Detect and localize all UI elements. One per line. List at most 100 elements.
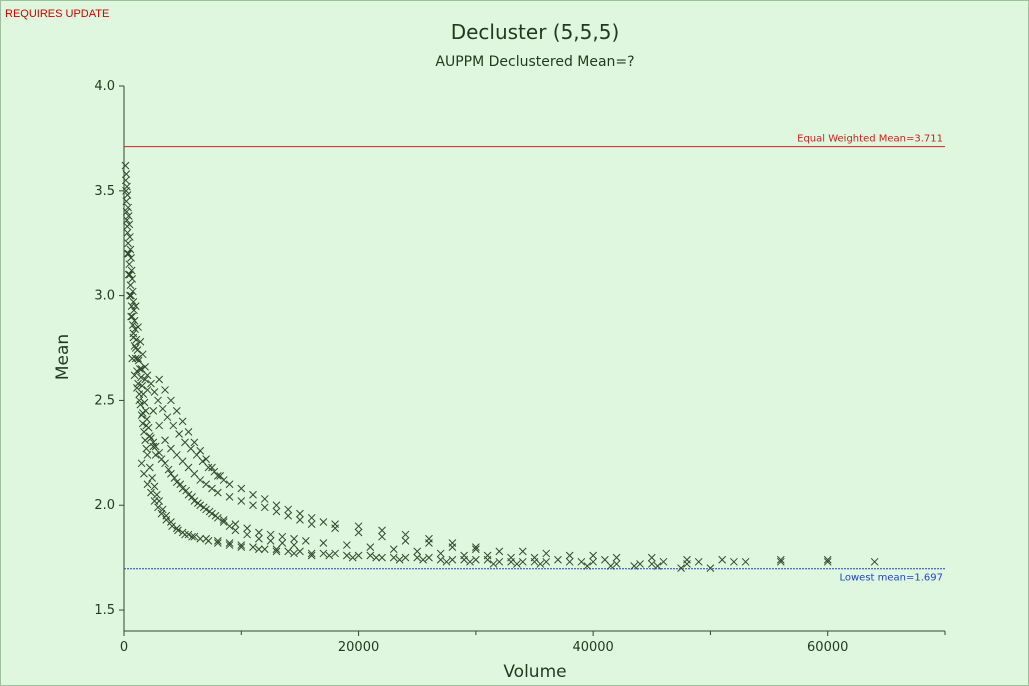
data-point [331,524,339,533]
data-point [249,543,257,552]
data-point [319,518,328,526]
data-point [208,484,216,493]
data-point [425,534,433,543]
data-point [181,438,189,447]
data-point [151,451,160,459]
data-point [266,537,275,545]
data-point [124,249,133,258]
data-point [290,541,298,549]
data-point [123,182,131,191]
data-point [141,375,149,384]
data-point [296,509,304,518]
data-point [184,530,193,539]
data-point [372,553,381,562]
data-point [436,555,445,564]
data-point [612,553,621,562]
data-point [231,526,240,535]
data-point [565,551,574,560]
data-point [472,555,480,564]
data-point [225,539,234,547]
data-point [683,555,691,564]
data-point [389,553,398,562]
data-point [144,423,153,432]
data-point [284,547,293,556]
data-point [132,335,141,344]
data-point [243,530,252,539]
data-point [278,539,287,547]
y-tick-label: 2.5 [94,393,115,408]
data-point [134,356,143,365]
data-point [413,553,422,562]
data-point [378,532,386,541]
data-point [121,176,130,185]
data-point [196,476,205,484]
data-point [301,537,310,545]
data-point [137,365,146,373]
data-point [154,503,162,512]
data-point [169,421,178,430]
data-point [231,520,240,528]
data-point [127,266,136,275]
data-point [204,463,213,472]
data-point [536,560,545,568]
data-point [647,560,656,568]
data-point [155,421,164,430]
data-point [425,539,433,547]
data-point [272,545,281,554]
data-point [196,534,205,543]
data-point [448,543,457,552]
data-point [272,507,281,516]
axes: 1.5 2.0 2.5 3.0 3.5 4.0 0 20000 40000 60000 [94,79,946,655]
data-point [436,549,445,558]
data-point [126,233,134,241]
data-point [243,524,252,533]
data-point [636,560,644,568]
data-point [131,302,140,310]
data-point [225,522,234,531]
data-point [401,537,410,545]
data-point [184,428,193,436]
data-point [319,539,328,547]
data-point [149,407,158,415]
y-tick-label: 1.5 [94,603,115,618]
data-point [142,444,151,453]
data-point [133,346,142,354]
x-tick-label: 60000 [807,640,848,655]
y-tick-label: 4.0 [94,79,115,94]
data-point [136,337,145,346]
data-point [122,197,131,206]
data-point [823,557,832,566]
data-point [155,448,164,457]
x-tick-label: 40000 [572,640,613,655]
data-point [542,549,551,558]
data-point [184,490,193,499]
data-point [284,505,293,514]
reference-line-label: Equal Weighted Mean=3.711 [797,134,943,145]
reference-lines: Equal Weighted Mean=3.711 Lowest mean=1.6… [124,134,945,584]
data-point [448,555,457,564]
data-point [290,534,298,543]
data-point [225,480,234,489]
data-point [161,459,169,468]
data-point [354,522,363,531]
data-point [442,557,451,566]
data-point [150,388,159,396]
data-point [172,407,181,415]
data-point [518,557,527,566]
y-tick-label: 2.0 [94,498,115,513]
data-point [290,549,298,558]
data-point [174,526,182,535]
y-axis-title: Mean [53,334,73,380]
data-point [284,511,293,520]
data-point [137,373,145,382]
data-point [161,386,169,394]
data-point [307,551,316,560]
data-point [260,545,269,554]
data-point [425,553,433,562]
data-point [127,291,135,300]
data-point [554,555,562,564]
data-point [147,379,155,388]
data-point [190,532,199,541]
data-point [249,490,257,499]
data-point [776,555,785,564]
